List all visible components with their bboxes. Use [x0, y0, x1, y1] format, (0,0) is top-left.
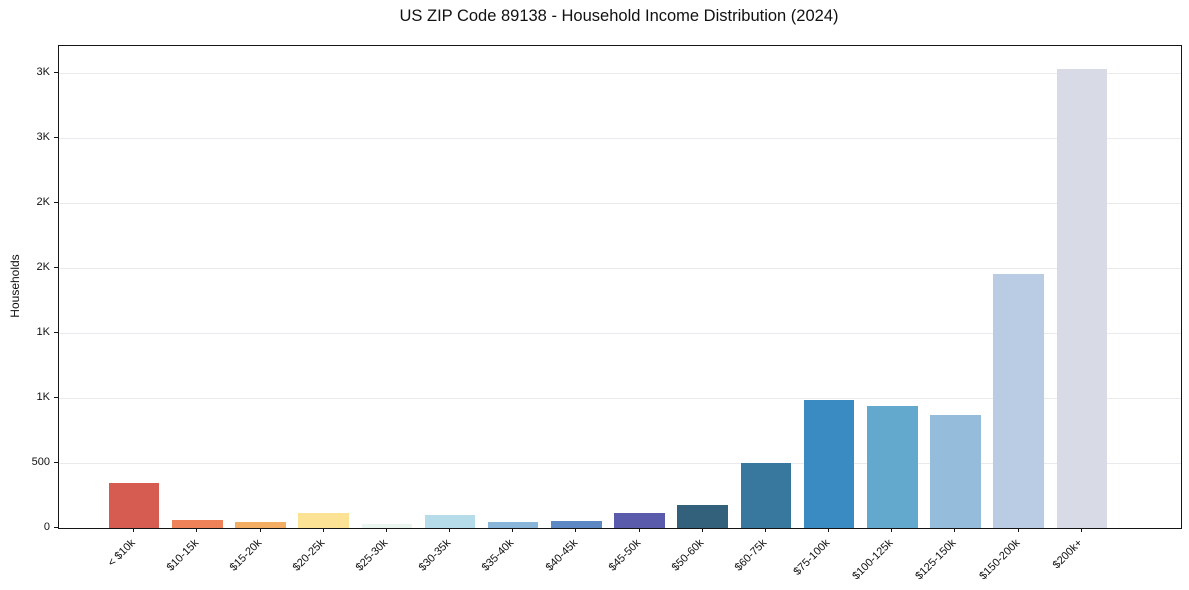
- y-tick-mark: [54, 136, 58, 138]
- gridline: [59, 72, 1181, 74]
- x-tick-mark: [449, 528, 451, 532]
- y-tick-mark: [54, 331, 58, 333]
- bar: [677, 504, 729, 528]
- x-tick-label: $10-15k: [164, 537, 201, 574]
- bar: [298, 513, 349, 528]
- y-tick-label: 0: [43, 521, 50, 533]
- plot-area: [58, 45, 1182, 529]
- bar: [235, 521, 286, 528]
- x-tick-label: $20-25k: [290, 537, 328, 574]
- bar: [108, 482, 160, 528]
- x-tick-mark: [638, 528, 640, 532]
- gridline: [59, 137, 1181, 139]
- x-tick-mark: [891, 528, 893, 532]
- bar: [740, 463, 792, 528]
- x-tick-mark: [954, 528, 956, 532]
- bar: [993, 273, 1044, 528]
- x-tick-mark: [575, 528, 577, 532]
- y-tick-mark: [54, 266, 58, 268]
- x-tick-mark: [1017, 528, 1019, 532]
- gridline: [59, 462, 1181, 464]
- y-tick-label: 2K: [36, 195, 50, 208]
- x-tick-mark: [512, 528, 514, 532]
- bar: [930, 414, 981, 528]
- x-tick-mark: [828, 528, 830, 532]
- gridline: [59, 332, 1181, 334]
- x-tick-label: $45-50k: [606, 537, 644, 574]
- bar: [614, 512, 665, 528]
- bar: [487, 521, 539, 528]
- x-tick-label: $30-35k: [416, 537, 454, 574]
- chart-title: US ZIP Code 89138 - Household Income Dis…: [399, 7, 839, 25]
- x-tick-label: $50-60k: [669, 537, 707, 574]
- gridline: [59, 267, 1181, 269]
- x-tick-mark: [701, 528, 703, 532]
- bar: [424, 515, 476, 528]
- x-tick-mark: [196, 528, 198, 532]
- x-tick-label: $200k+: [1051, 537, 1086, 572]
- x-tick-label: $150-200k: [976, 537, 1023, 583]
- x-tick-label: $100-125k: [850, 537, 896, 583]
- bar: [803, 399, 855, 528]
- x-tick-mark: [259, 528, 261, 532]
- y-tick-label: 1K: [36, 325, 50, 338]
- y-tick-label: 500: [31, 455, 50, 468]
- gridline: [59, 202, 1181, 204]
- y-tick-mark: [54, 396, 58, 398]
- y-tick-label: 1K: [36, 390, 50, 403]
- gridline: [59, 397, 1181, 399]
- y-tick-label: 3K: [36, 65, 50, 78]
- x-tick-label: $25-30k: [353, 537, 391, 574]
- x-tick-label: $35-40k: [480, 537, 517, 574]
- y-tick-mark: [54, 201, 58, 203]
- y-tick-mark: [54, 527, 58, 528]
- x-tick-mark: [322, 528, 324, 532]
- x-tick-mark: [1080, 528, 1082, 532]
- y-tick-label: 3K: [36, 130, 50, 143]
- y-tick-mark: [54, 461, 58, 463]
- x-tick-mark: [385, 528, 387, 532]
- x-tick-mark: [764, 528, 766, 532]
- y-tick-label: 2K: [36, 260, 50, 273]
- bar: [551, 520, 602, 528]
- x-tick-label: < $10k: [105, 537, 138, 570]
- x-tick-label: $125-150k: [913, 537, 959, 583]
- x-tick-label: $60-75k: [732, 537, 770, 574]
- x-tick-label: $15-20k: [227, 537, 265, 574]
- bar: [1056, 69, 1108, 528]
- x-tick-label: $75-100k: [791, 537, 833, 578]
- x-tick-mark: [133, 528, 135, 532]
- bar: [172, 520, 223, 528]
- bar: [867, 406, 918, 528]
- y-tick-mark: [54, 71, 58, 73]
- bar: [361, 524, 413, 528]
- x-tick-label: $40-45k: [543, 537, 580, 574]
